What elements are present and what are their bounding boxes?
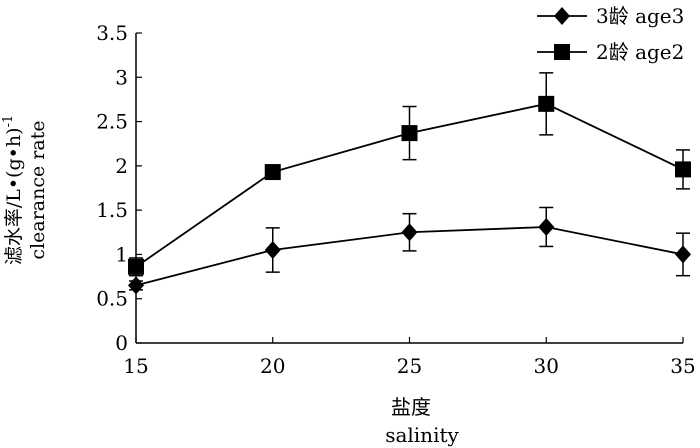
series-2	[128, 72, 691, 277]
x-tick-label: 20	[260, 354, 285, 378]
y-tick-label: 3.5	[96, 21, 128, 45]
y-tick-label: 2.5	[96, 110, 128, 134]
x-tick-label: 25	[397, 354, 422, 378]
legend-marker	[554, 7, 570, 25]
x-tick-label: 15	[123, 354, 148, 378]
data-point	[264, 241, 281, 259]
axes	[135, 32, 684, 344]
x-tick-label: 35	[670, 354, 695, 378]
data-point	[538, 217, 555, 236]
y-axis-label-en: clearance rate	[27, 120, 49, 259]
y-tick-label: 3	[115, 65, 128, 89]
series-group	[128, 72, 691, 295]
data-point	[264, 164, 281, 181]
y-axis-label-cn: 滤水率/L•(g•h)-1	[1, 115, 25, 265]
x-axis-label-en: salinity	[385, 423, 459, 447]
x-axis-label-cn: 盐度	[391, 395, 431, 419]
y-axis-label-superscript: -1	[1, 115, 16, 128]
data-point	[675, 245, 691, 264]
y-axis-label-cn-text: 滤水率/L•(g•h)	[3, 128, 25, 266]
y-tick-labels: 0 0.5 1 1.5 2 2.5 3 3.5	[96, 21, 128, 355]
x-tick-labels: 15 20 25 30 35	[123, 354, 695, 378]
y-tick-label: 1.5	[96, 198, 128, 222]
series-1	[128, 206, 691, 295]
data-point	[538, 95, 555, 112]
data-point	[128, 276, 144, 295]
data-point	[675, 161, 691, 178]
y-tick-label: 0	[115, 331, 128, 355]
data-point	[128, 258, 144, 275]
x-tick-label: 30	[534, 354, 559, 378]
legend-label: 2龄 age2	[596, 40, 684, 64]
legend-label: 3龄 age3	[596, 4, 684, 28]
data-point	[401, 223, 418, 242]
y-tick-label: 2	[115, 154, 128, 178]
legend: 3龄 age3 2龄 age2	[537, 4, 684, 64]
y-tick-label: 1	[115, 242, 128, 266]
legend-marker	[554, 44, 570, 60]
y-tick-label: 0.5	[96, 287, 128, 311]
data-point	[401, 125, 418, 142]
